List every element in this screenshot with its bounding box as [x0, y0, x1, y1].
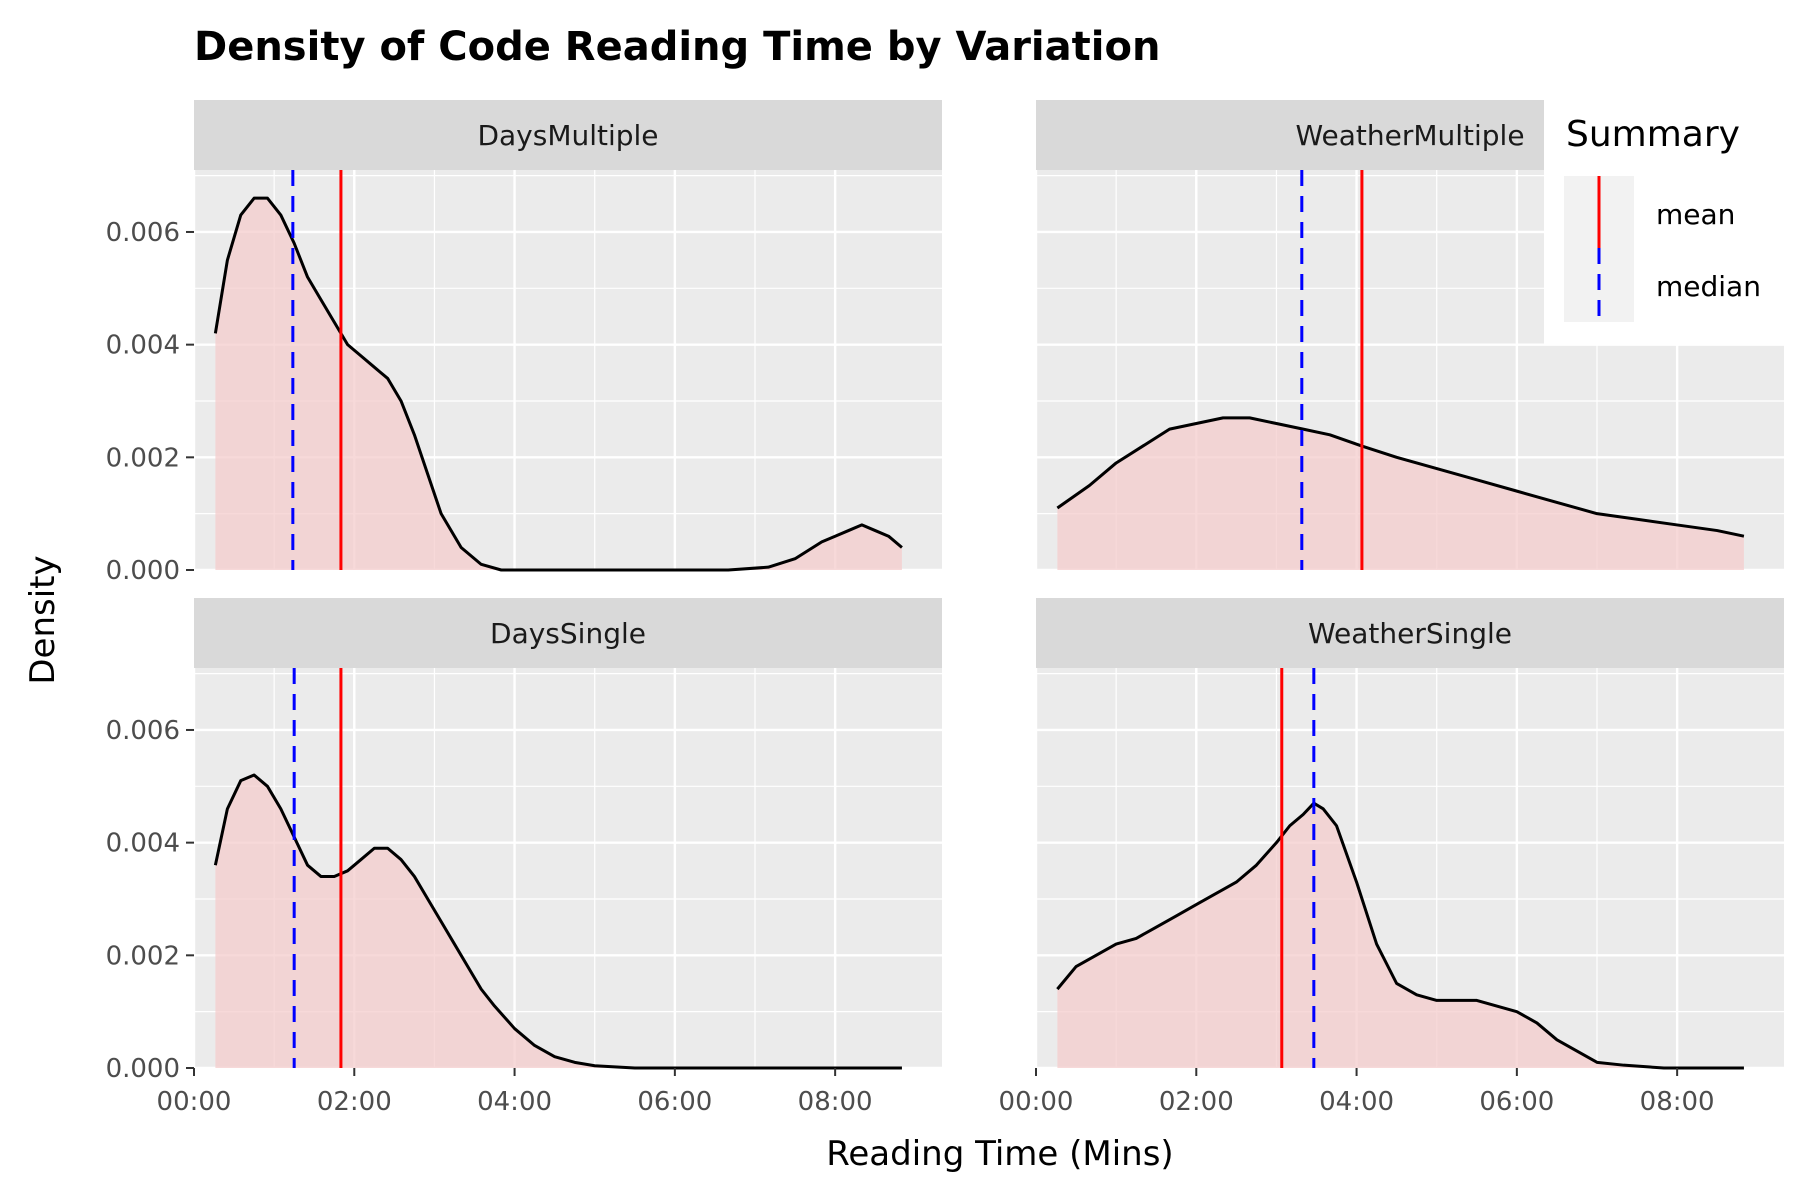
x-tick-label: 08:00	[1640, 1087, 1715, 1117]
panels: DaysMultiple 0.000 0.002 0.004 0.006 WeatherM…	[106, 100, 1784, 1117]
density-line	[1056, 416, 1745, 538]
panel-WeatherSingle: WeatherSingle 00:00 02:00 04:00 06:00 08:00	[999, 598, 1784, 1117]
x-tick-label: 04:00	[1319, 1087, 1394, 1117]
strip-label: DaysMultiple	[477, 119, 658, 152]
density-area	[1057, 803, 1744, 1068]
y-axis-title: Density	[23, 555, 63, 684]
y-tick-label: 0.006	[106, 716, 180, 746]
strip-background	[1036, 598, 1784, 668]
legend: Summary mean median	[1544, 98, 1794, 344]
strip-background	[194, 598, 942, 668]
legend-label-mean: mean	[1656, 198, 1735, 231]
strip-label: WeatherSingle	[1308, 617, 1512, 650]
density-line	[213, 773, 902, 1070]
legend-label-median: median	[1656, 270, 1761, 303]
x-axis-title: Reading Time (Mins)	[826, 1134, 1173, 1174]
panel-DaysMultiple: DaysMultiple 0.000 0.002 0.004 0.006	[106, 100, 942, 586]
y-tick-label: 0.000	[106, 556, 180, 586]
y-tick-label: 0.002	[106, 941, 180, 971]
density-area	[215, 198, 902, 571]
density-line	[213, 196, 903, 572]
panel-DaysSingle: DaysSingle 0.000 0.002 0.004 0.006 00:00 02:00…	[106, 598, 942, 1117]
y-tick-label: 0.004	[106, 829, 180, 859]
strip-label: WeatherMultiple	[1295, 119, 1524, 152]
x-tick-label: 00:00	[157, 1087, 232, 1117]
strip-label: DaysSingle	[490, 617, 646, 650]
y-tick-label: 0.000	[106, 1054, 180, 1084]
x-tick-label: 00:00	[999, 1087, 1074, 1117]
density-line	[1056, 801, 1744, 1070]
x-tick-label: 06:00	[637, 1087, 712, 1117]
chart-title: Density of Code Reading Time by Variatio…	[194, 24, 1160, 70]
x-tick-label: 08:00	[798, 1087, 873, 1117]
density-area	[1057, 417, 1744, 570]
y-tick-label: 0.004	[106, 331, 180, 361]
x-tick-label: 02:00	[1159, 1087, 1234, 1117]
x-tick-label: 02:00	[317, 1087, 392, 1117]
legend-title: Summary	[1566, 114, 1740, 155]
strip-background	[194, 100, 942, 170]
y-tick-label: 0.006	[106, 218, 180, 248]
y-tick-label: 0.002	[106, 443, 180, 473]
x-tick-label: 04:00	[477, 1087, 552, 1117]
x-tick-label: 06:00	[1479, 1087, 1554, 1117]
